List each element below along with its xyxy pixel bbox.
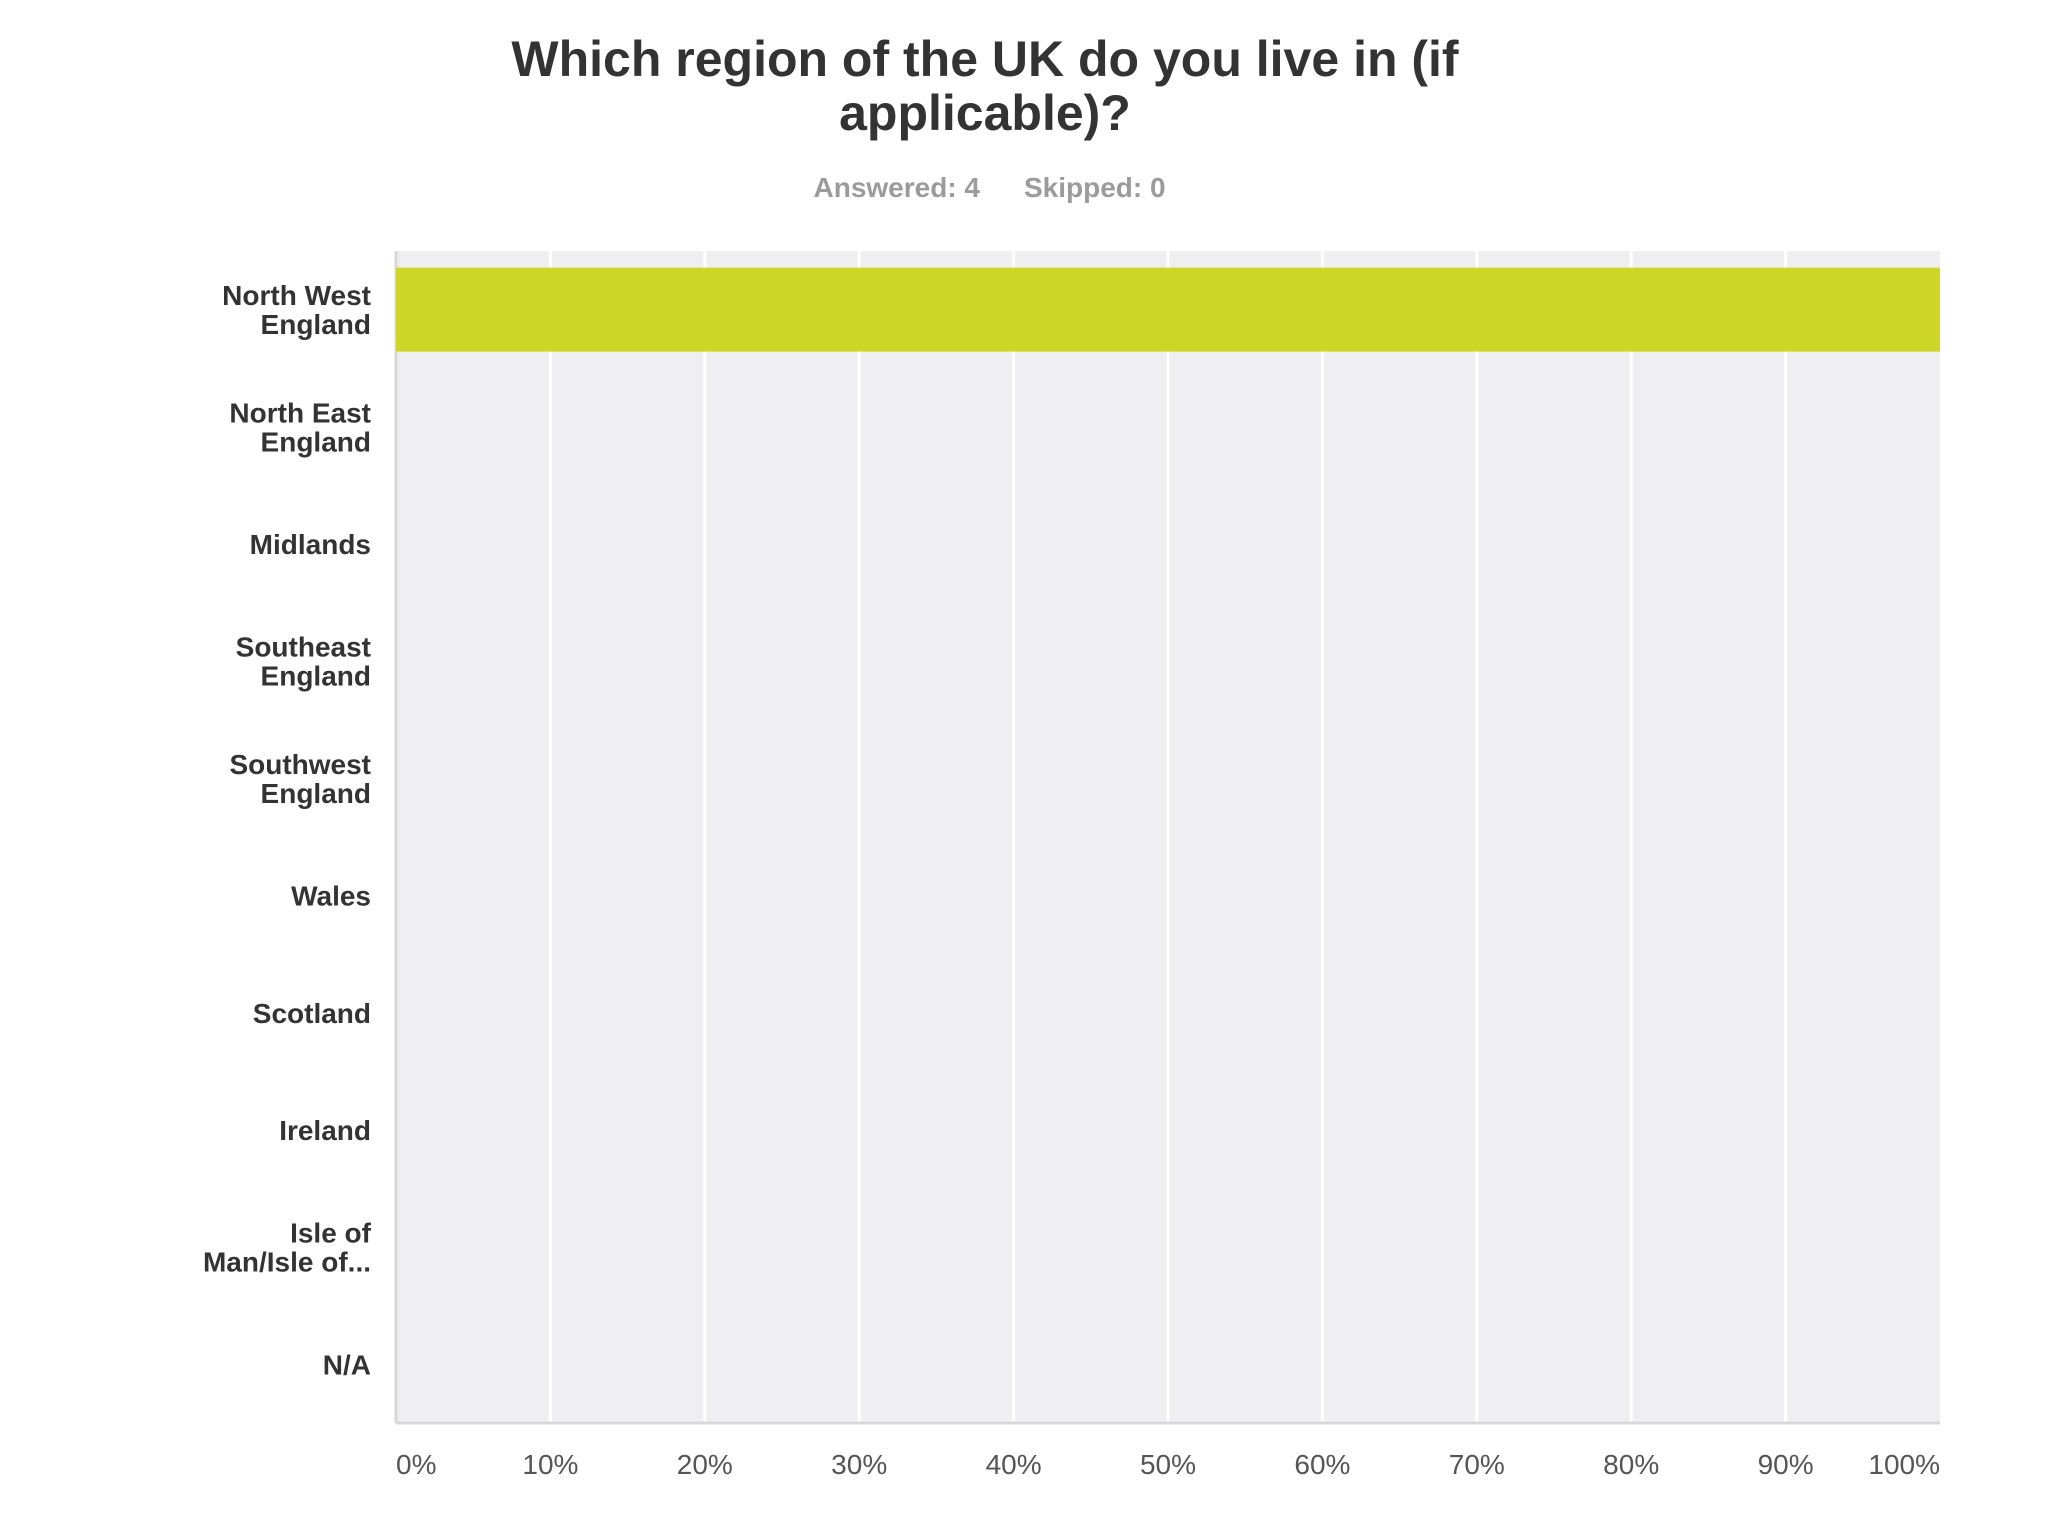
x-tick-label: 100% (1868, 1449, 1940, 1480)
bar (396, 267, 1940, 352)
category-label: Southwest England (229, 749, 371, 809)
chart-title-line-2: applicable)? (839, 85, 1131, 141)
answered-count: Answered: 4 (813, 172, 981, 203)
x-tick-label: 0% (396, 1449, 436, 1480)
category-label: Ireland (279, 1115, 371, 1146)
category-label: North West England (222, 280, 371, 340)
x-tick-label: 70% (1449, 1449, 1505, 1480)
x-tick-label: 20% (677, 1449, 733, 1480)
category-label: Isle of Man/Isle of... (203, 1218, 372, 1278)
chart-title-line-1: Which region of the UK do you live in (i… (511, 31, 1459, 87)
category-label: Scotland (253, 998, 371, 1029)
category-label: Midlands (250, 529, 371, 560)
x-tick-label: 40% (986, 1449, 1042, 1480)
category-label: North East England (229, 397, 371, 457)
category-label: Wales (291, 881, 371, 912)
x-tick-label: 10% (522, 1449, 578, 1480)
x-tick-label: 90% (1758, 1449, 1814, 1480)
category-label: Southeast England (236, 632, 371, 692)
category-label: N/A (323, 1349, 371, 1380)
skipped-count: Skipped: 0 (1024, 172, 1166, 203)
x-tick-label: 50% (1140, 1449, 1196, 1480)
x-tick-label: 60% (1294, 1449, 1350, 1480)
x-tick-label: 30% (831, 1449, 887, 1480)
x-tick-label: 80% (1603, 1449, 1659, 1480)
